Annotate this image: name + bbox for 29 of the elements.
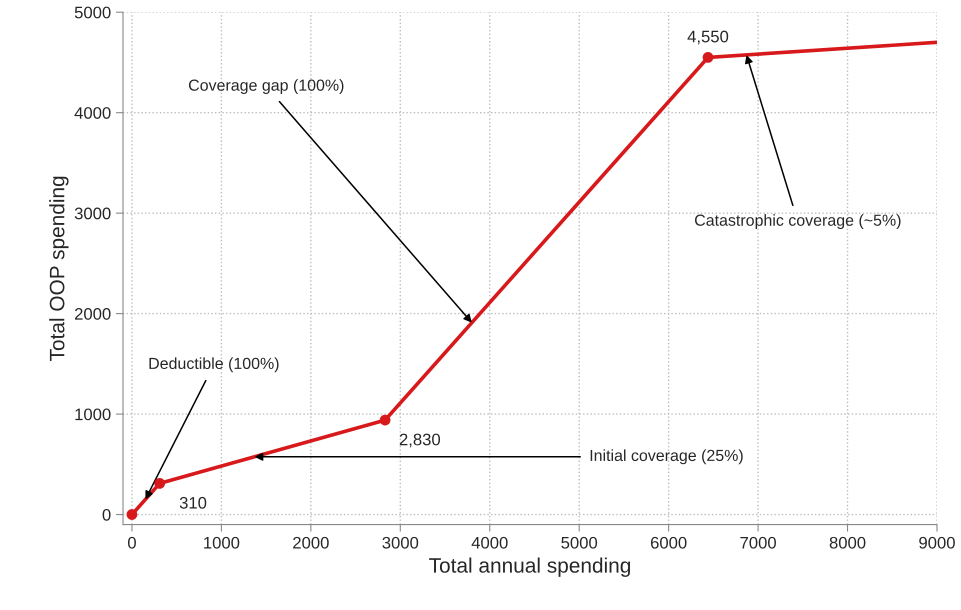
annotation: Initial coverage (25%) [590, 449, 743, 464]
y-tick-label: 3000 [74, 208, 111, 220]
annotation: 310 [180, 496, 206, 509]
y-tick-label: 4000 [74, 107, 111, 119]
y-tick-label: 1000 [75, 408, 111, 420]
x-tick-label: 6000 [650, 536, 687, 549]
annotation: 4,550 [688, 30, 728, 44]
x-tick-label: 3000 [382, 536, 418, 549]
x-tick-label: 2000 [293, 536, 329, 549]
x-tick-label: 8000 [830, 536, 866, 549]
y-tick-label: 5000 [74, 6, 111, 18]
x-axis-title: Total annual spending [429, 558, 630, 577]
annotation: 2,830 [400, 434, 440, 448]
y-axis-title: Total OOP spending [49, 176, 69, 361]
x-tick-label: 5000 [561, 536, 598, 549]
point [126, 509, 138, 520]
point [702, 52, 714, 63]
annotation: Catastrophic coverage (~5%) [695, 214, 901, 230]
x-tick-label: 0 [128, 536, 136, 549]
x-tick-label: 7000 [740, 536, 776, 549]
y-tick-label: 2000 [74, 308, 111, 320]
x-tick-label: 9000 [919, 536, 955, 549]
y-tick-label: 0 [102, 508, 111, 521]
x-tick-label: 4000 [472, 536, 508, 549]
x-tick-label: 1000 [204, 536, 240, 549]
annotation: Coverage gap (100%) [188, 79, 344, 94]
point [380, 414, 390, 426]
point [154, 478, 166, 489]
annotation: Deductible (100%) [149, 357, 279, 372]
